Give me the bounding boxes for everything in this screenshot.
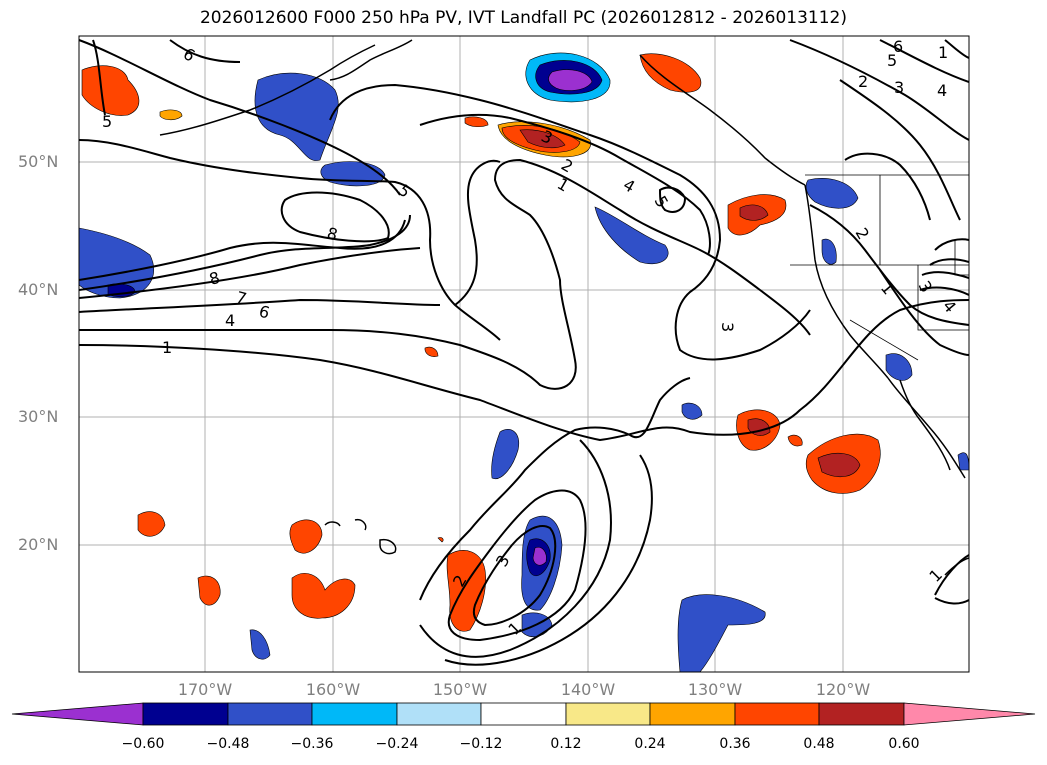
lat-label-40n: 40°N xyxy=(18,280,59,299)
colorbar xyxy=(11,702,1036,726)
contour-label: 1 xyxy=(938,43,948,62)
contour-label: 4 xyxy=(937,81,947,100)
colorbar-tick: 0.12 xyxy=(550,736,582,752)
lat-label-50n: 50°N xyxy=(18,152,59,171)
contour-label: 5 xyxy=(651,193,673,211)
lat-label-20n: 20°N xyxy=(18,535,59,554)
colorbar-tick: 0.24 xyxy=(634,736,666,752)
state-borders xyxy=(790,174,969,361)
lon-label-150w: 150°W xyxy=(432,680,488,699)
lon-label-170w: 170°W xyxy=(177,680,233,699)
contour-label: 2 xyxy=(558,155,576,177)
contour-label: 4 xyxy=(939,296,960,316)
contour-label: 6 xyxy=(257,302,272,323)
contour-label: 1 xyxy=(554,174,572,196)
colorbar-tick: −0.12 xyxy=(459,736,503,752)
contour-label: 5 xyxy=(887,51,897,70)
pv-contours xyxy=(79,39,969,666)
plot-frame xyxy=(78,35,970,673)
lon-label-140w: 140°W xyxy=(560,680,616,699)
contour-label: 6 xyxy=(893,37,903,56)
lon-label-160w: 160°W xyxy=(305,680,361,699)
lon-label-130w: 130°W xyxy=(687,680,743,699)
colorbar-tick: −0.60 xyxy=(121,736,165,752)
contour-label: 1 xyxy=(877,278,898,298)
colorbar-tick: −0.36 xyxy=(290,736,334,752)
contour-label: 8 xyxy=(207,268,222,289)
contour-label: 3 xyxy=(718,322,737,332)
contour-label: 1 xyxy=(162,338,172,357)
contour-label: 4 xyxy=(620,175,638,197)
contour-label: 8 xyxy=(325,224,340,245)
lon-label-120w: 120°W xyxy=(815,680,871,699)
colorbar-tick: 0.48 xyxy=(803,736,835,752)
contour-label: 4 xyxy=(225,311,235,330)
colorbar-tick: 0.60 xyxy=(888,736,920,752)
map-title: 2026012600 F000 250 hPa PV, IVT Landfall… xyxy=(199,8,847,28)
coastlines xyxy=(159,39,969,576)
colorbar-tick: 0.36 xyxy=(719,736,751,752)
colorbar-tick: −0.24 xyxy=(375,736,419,752)
contour-label: 7 xyxy=(234,288,249,309)
lat-label-30n: 30°N xyxy=(18,407,59,426)
contour-label: 3 xyxy=(894,78,904,97)
contour-label: 2 xyxy=(852,225,874,243)
contour-label: 5 xyxy=(102,112,112,131)
colorbar-tick: −0.48 xyxy=(206,736,250,752)
contour-label: 2 xyxy=(858,72,868,91)
